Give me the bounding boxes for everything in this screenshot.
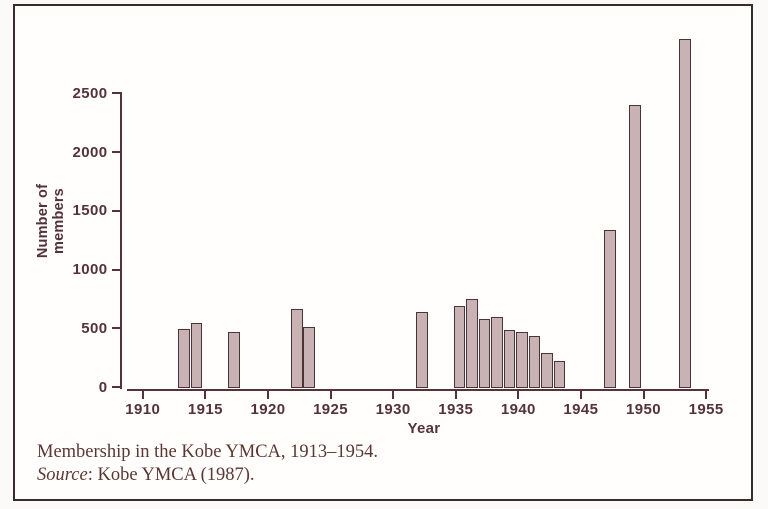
bar-1937 [478, 319, 491, 389]
y-tick-label-500: 500 [81, 319, 108, 337]
bar-1923 [303, 327, 316, 389]
figure-caption: Membership in the Kobe YMCA, 1913–1954. … [37, 441, 677, 487]
x-tick-label-1910: 1910 [125, 401, 161, 418]
x-tick-1935 [454, 390, 457, 399]
bar-1949 [628, 105, 641, 389]
y-tick-label-2000: 2000 [72, 143, 108, 161]
x-tick-label-1935: 1935 [438, 401, 474, 418]
caption-source-word: Source [37, 465, 88, 485]
y-tick-1500 [111, 209, 120, 212]
bar-1936 [466, 299, 478, 389]
y-tick-2000 [111, 151, 120, 154]
bar-1938 [491, 317, 503, 389]
bar-1932 [416, 311, 428, 389]
x-tick-1925 [329, 390, 332, 399]
x-tick-label-1930: 1930 [375, 401, 411, 418]
y-axis-title: Number of members [35, 183, 67, 259]
bar-1940 [516, 331, 528, 389]
x-tick-label-1950: 1950 [626, 401, 661, 418]
x-tick-1940 [517, 390, 520, 399]
x-tick-label-1925: 1925 [313, 401, 349, 418]
bar-1913 [178, 329, 190, 389]
bar-1917 [228, 332, 240, 389]
x-tick-1920 [266, 390, 269, 399]
x-tick-1950 [642, 390, 645, 399]
x-tick-1955 [705, 390, 708, 399]
x-tick-label-1915: 1915 [187, 401, 223, 418]
x-tick-1945 [579, 390, 582, 399]
x-tick-label-1945: 1945 [563, 401, 599, 418]
y-tick-2500 [111, 92, 120, 95]
y-tick-label-0: 0 [98, 378, 108, 396]
x-axis-title: Year [407, 420, 441, 437]
y-tick-label-2500: 2500 [72, 84, 108, 102]
caption-source-line: Source: Kobe YMCA (1987). [37, 464, 677, 487]
y-tick-500 [111, 327, 120, 330]
x-tick-label-1955: 1955 [688, 401, 724, 418]
bar-1939 [503, 330, 516, 389]
caption-source-rest: : Kobe YMCA (1987). [87, 465, 255, 485]
x-tick-1915 [204, 390, 207, 399]
bar-1953 [679, 39, 691, 389]
bar-1922 [290, 309, 303, 389]
bar-1914 [190, 322, 203, 389]
x-tick-label-1940: 1940 [500, 401, 536, 418]
y-axis-line [119, 92, 122, 389]
x-tick-1910 [141, 390, 144, 399]
y-tick-0 [111, 386, 120, 388]
bar-1941 [528, 336, 541, 389]
y-tick-label-1000: 1000 [72, 261, 108, 279]
x-tick-label-1920: 1920 [250, 401, 286, 418]
x-tick-1930 [392, 390, 395, 399]
x-axis-line [127, 388, 709, 391]
bar-1942 [541, 352, 553, 389]
bar-1935 [453, 305, 466, 389]
y-tick-label-1500: 1500 [72, 202, 108, 220]
y-tick-1000 [111, 268, 120, 271]
bar-1943 [553, 361, 566, 389]
bar-1947 [603, 229, 616, 389]
caption-title-line: Membership in the Kobe YMCA, 1913–1954. [37, 442, 379, 462]
